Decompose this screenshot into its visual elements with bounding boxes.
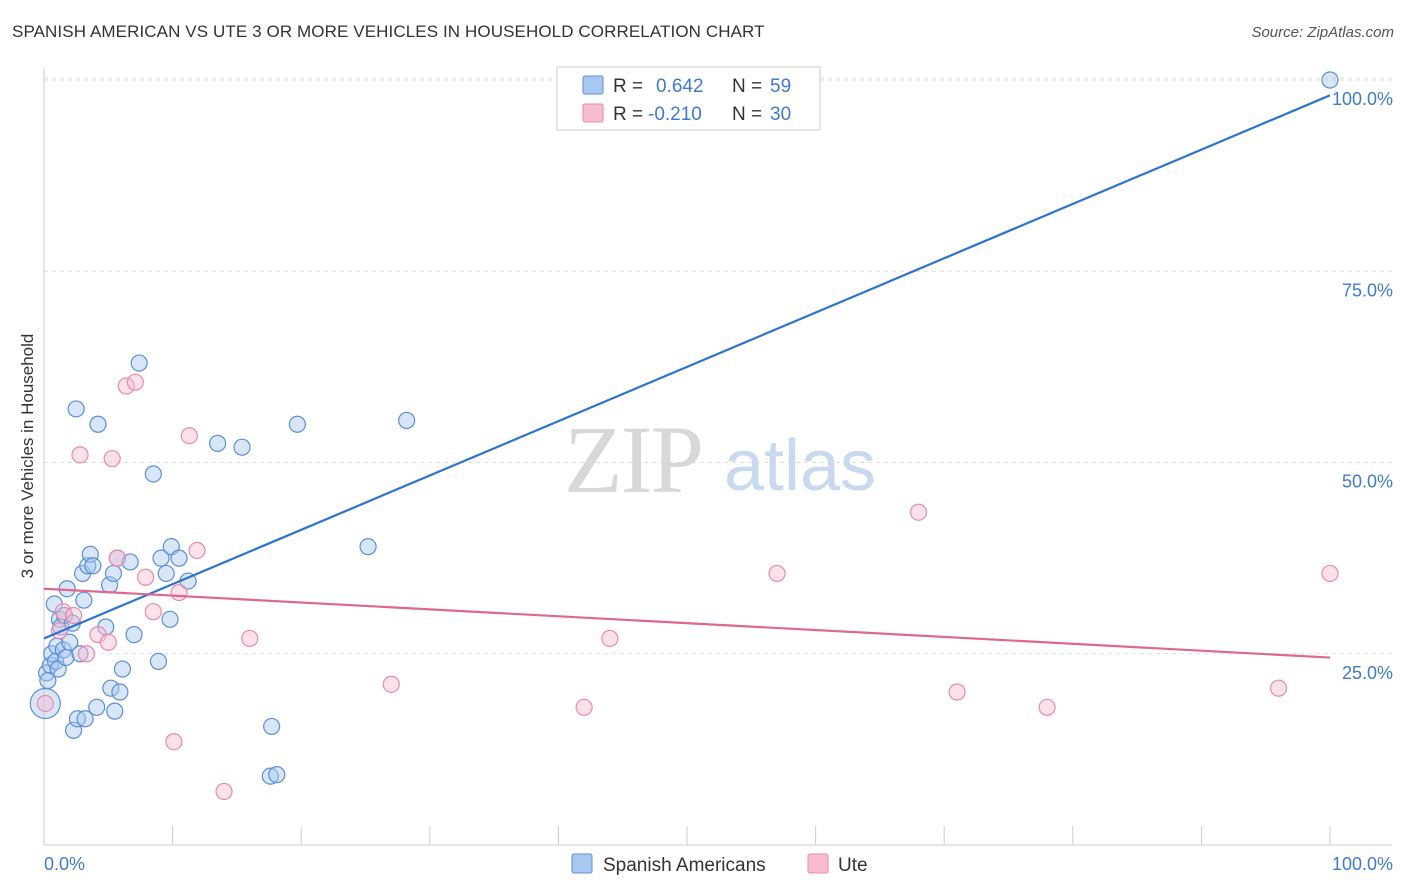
chart-title: SPANISH AMERICAN VS UTE 3 OR MORE VEHICL… xyxy=(12,22,765,41)
ute-point xyxy=(768,564,786,583)
spanish-americans-point xyxy=(261,767,279,785)
y-tick-label: 25.0% xyxy=(1342,663,1393,683)
spanish-americans-point xyxy=(61,633,79,651)
ute-point xyxy=(117,377,135,395)
spanish-americans-point xyxy=(130,354,148,372)
legend-blue-swatch xyxy=(582,75,604,95)
legend-n-value: 59 xyxy=(770,76,791,97)
y-tick-label: 50.0% xyxy=(1342,472,1393,492)
legend-spanish-americans-label: Spanish Americans xyxy=(603,855,766,876)
legend-r-value: -0.210 xyxy=(648,104,702,125)
spanish-americans-point xyxy=(106,702,124,720)
spanish-americans-point xyxy=(288,415,306,433)
spanish-americans-point xyxy=(144,465,162,483)
ute-point xyxy=(188,541,206,560)
trend-lines xyxy=(43,94,1331,659)
ute-point xyxy=(1321,564,1339,583)
correlation-legend: R = 0.642 N = 59 R = -0.210 N = 30 xyxy=(556,66,821,131)
legend-n-label: N = xyxy=(732,76,762,97)
spanish-americans-point xyxy=(113,660,132,678)
legend-r-value: 0.642 xyxy=(656,76,704,97)
axis-ticks: 25.0% 50.0% 75.0% 100.0% 0.0% 100.0% xyxy=(43,89,1393,874)
legend-n-value: 30 xyxy=(770,104,791,125)
spanish-americans-point xyxy=(149,652,168,671)
series-ute xyxy=(36,373,1339,801)
ute-point xyxy=(170,583,188,602)
data-points xyxy=(29,71,1339,801)
ute-point xyxy=(144,603,162,621)
source-credit: Source: ZipAtlas.com xyxy=(1251,24,1394,41)
ute-point xyxy=(64,606,83,625)
watermark-zip: ZIP xyxy=(564,406,702,513)
ute-point xyxy=(108,549,126,567)
x-tick-label: 0.0% xyxy=(44,854,85,874)
watermark: ZIP atlas xyxy=(564,406,876,513)
ute-point xyxy=(1038,698,1056,716)
spanish-americans-point xyxy=(157,564,175,583)
spanish-americans-point xyxy=(161,610,179,628)
spanish-americans-point xyxy=(359,538,377,556)
legend-n-label: N = xyxy=(732,104,762,125)
ute-point xyxy=(136,568,155,586)
spanish-americans-point xyxy=(121,553,139,571)
ute-point xyxy=(77,645,96,663)
ute-point xyxy=(99,633,117,651)
spanish-americans-point xyxy=(76,710,94,728)
ute-point xyxy=(36,694,54,713)
spanish-americans-point xyxy=(102,679,120,697)
ute-point xyxy=(601,629,619,648)
legend-ute-label: Ute xyxy=(838,855,868,876)
spanish-americans-point xyxy=(125,626,143,644)
spanish-americans-trend-line xyxy=(43,94,1331,640)
spanish-americans-point xyxy=(57,648,75,667)
watermark-atlas: atlas xyxy=(724,426,876,506)
spanish-americans-point xyxy=(209,434,227,452)
spanish-americans-point xyxy=(75,591,93,609)
legend-r-label: R = xyxy=(613,76,643,97)
ute-point xyxy=(126,373,144,391)
gridlines xyxy=(44,77,1392,655)
x-tick-label: 100.0% xyxy=(1332,854,1393,874)
legend-spanish-americans-swatch xyxy=(571,853,593,874)
spanish-americans-point xyxy=(152,549,170,567)
spanish-americans-point xyxy=(233,438,251,456)
spanish-americans-point xyxy=(1321,71,1339,89)
spanish-americans-point xyxy=(88,698,106,716)
spanish-americans-point xyxy=(111,683,129,701)
axes xyxy=(43,68,1392,846)
ute-point xyxy=(165,733,183,751)
ute-point xyxy=(575,698,593,716)
spanish-americans-point xyxy=(263,717,281,736)
ute-point xyxy=(71,446,89,464)
legend-pink-swatch xyxy=(582,103,604,123)
ute-point xyxy=(180,427,198,445)
ute-point xyxy=(1269,679,1288,697)
legend-r-label: R = xyxy=(613,104,643,125)
spanish-americans-point xyxy=(84,557,102,575)
spanish-americans-point xyxy=(268,766,286,784)
ute-point xyxy=(909,503,928,521)
ute-point xyxy=(382,675,400,693)
ute-point xyxy=(215,782,233,801)
ute-point xyxy=(948,683,966,701)
series-legend: Spanish Americans Ute xyxy=(571,853,868,876)
ute-trend-line xyxy=(43,587,1331,659)
series-spanish-americans xyxy=(29,71,1339,785)
ute-point xyxy=(103,450,121,468)
y-tick-label: 75.0% xyxy=(1342,280,1393,300)
spanish-americans-point xyxy=(170,549,188,567)
ute-point xyxy=(241,629,259,648)
spanish-americans-point xyxy=(398,411,416,430)
y-tick-label: 100.0% xyxy=(1332,89,1393,109)
spanish-americans-point xyxy=(67,400,85,418)
spanish-americans-point xyxy=(89,415,107,433)
spanish-americans-point xyxy=(104,564,123,583)
legend-ute-swatch xyxy=(807,853,829,874)
spanish-americans-point xyxy=(71,645,89,663)
ute-point xyxy=(54,603,72,621)
